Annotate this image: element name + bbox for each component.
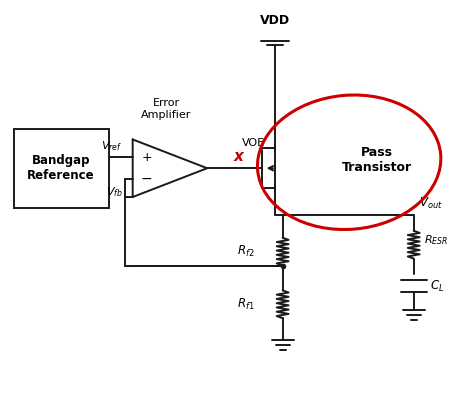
Text: $R_{ESR}$: $R_{ESR}$ — [424, 233, 448, 247]
Text: $R_{f1}$: $R_{f1}$ — [237, 297, 255, 312]
Text: $C_L$: $C_L$ — [430, 279, 444, 294]
Text: $V_{ref}$: $V_{ref}$ — [101, 140, 123, 153]
Text: $V_{out}$: $V_{out}$ — [419, 196, 442, 211]
Text: Bandgap
Reference: Bandgap Reference — [28, 154, 95, 182]
Text: x: x — [234, 149, 244, 164]
Text: Error
Amplifier: Error Amplifier — [141, 98, 191, 120]
Text: $V_{fb}$: $V_{fb}$ — [106, 185, 123, 199]
Text: Pass
Transistor: Pass Transistor — [342, 146, 412, 174]
Text: $R_{f2}$: $R_{f2}$ — [237, 244, 255, 259]
Text: −: − — [141, 172, 152, 186]
Text: +: + — [141, 151, 152, 164]
Text: VDD: VDD — [260, 14, 290, 27]
Text: VOE: VOE — [242, 138, 265, 148]
FancyBboxPatch shape — [13, 128, 109, 208]
